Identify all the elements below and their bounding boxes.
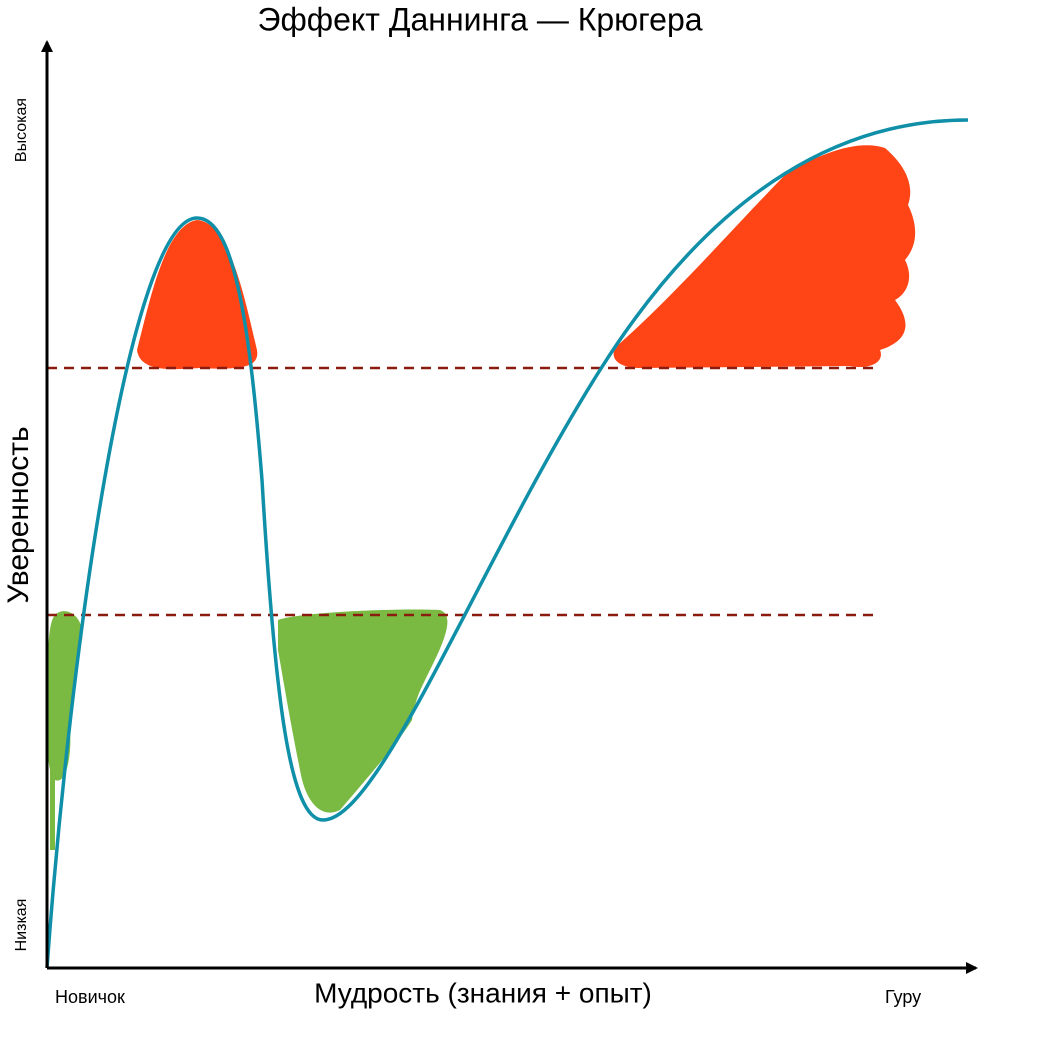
title: Эффект Даннинга — Крюгера bbox=[257, 1, 702, 37]
valley-highlight bbox=[278, 609, 448, 813]
x-axis-label: Мудрость (знания + опыт) bbox=[314, 977, 652, 1008]
peak-highlight bbox=[137, 220, 258, 370]
start-highlight bbox=[45, 611, 83, 850]
plateau-highlight bbox=[613, 145, 916, 368]
y-axis-label: Уверенность bbox=[2, 426, 35, 603]
y-axis-low: Низкая bbox=[13, 899, 30, 952]
x-axis-start: Новичок bbox=[55, 987, 125, 1007]
dunning-kruger-curve bbox=[45, 118, 969, 969]
x-axis-end: Гуру bbox=[885, 987, 921, 1007]
y-axis-high: Высокая bbox=[13, 98, 30, 162]
